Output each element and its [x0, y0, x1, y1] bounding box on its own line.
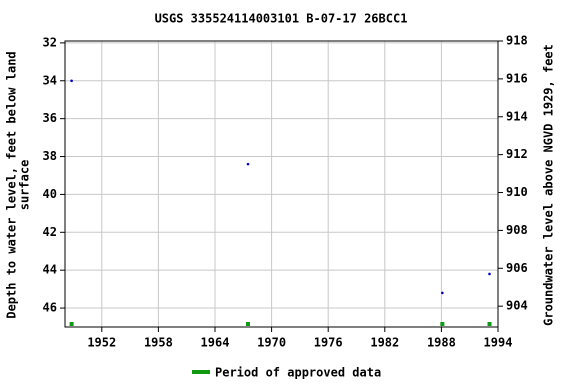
data-point [488, 272, 491, 276]
y2-tick-label: 908 [506, 223, 528, 237]
y2-axis-label: Groundwater level above NGVD 1929, feet [542, 44, 556, 326]
y2-tick-label: 916 [506, 71, 528, 85]
x-tick-label: 1976 [314, 336, 343, 350]
approved-period [487, 322, 492, 326]
y-tick-label: 42 [43, 225, 57, 239]
y2-tick-label: 914 [506, 109, 528, 123]
x-tick-label: 1952 [87, 336, 116, 350]
x-tick-label: 1970 [257, 336, 286, 350]
data-point [246, 162, 250, 166]
y-tick-label: 36 [43, 111, 57, 125]
chart-title: USGS 335524114003101 B-07-17 26BCC1 [155, 12, 408, 26]
x-tick-label: 1988 [427, 336, 456, 350]
legend-label: Period of approved data [215, 366, 381, 380]
x-tick-label: 1982 [370, 336, 399, 350]
y2-tick-label: 918 [506, 34, 528, 48]
y-tick-label: 44 [43, 263, 57, 277]
y-tick-label: 34 [43, 73, 57, 87]
y2-tick-label: 910 [506, 185, 528, 199]
approved-period [246, 322, 251, 326]
y2-tick-label: 906 [506, 261, 528, 275]
approved-period [440, 322, 445, 326]
data-point [441, 291, 444, 295]
y-axis-label: surface [18, 160, 32, 211]
data-point [70, 79, 73, 83]
y2-tick-label: 912 [506, 147, 528, 161]
x-tick-label: 1964 [201, 336, 230, 350]
y-axis-label: Depth to water level, feet below land [5, 51, 19, 318]
approved-period [69, 322, 74, 326]
y-tick-label: 46 [43, 301, 57, 315]
plot-frame [64, 40, 499, 328]
y-tick-label: 38 [43, 149, 57, 163]
y2-tick-label: 904 [506, 299, 528, 313]
x-tick-label: 1994 [484, 336, 513, 350]
x-tick-label: 1958 [144, 336, 173, 350]
y-tick-label: 40 [43, 187, 57, 201]
y-tick-label: 32 [43, 35, 57, 49]
